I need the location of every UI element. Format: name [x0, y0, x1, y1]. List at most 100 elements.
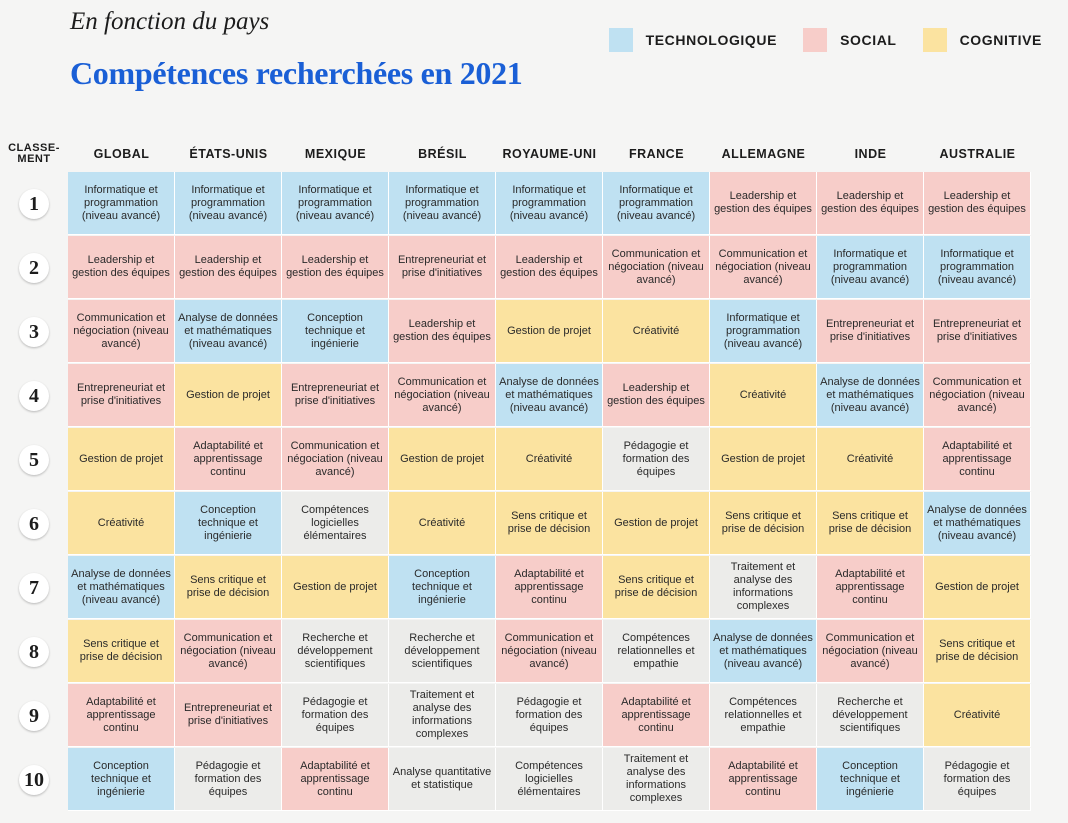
skill-cell: Sens critique et prise de décision	[817, 492, 924, 555]
skill-cell: Gestion de projet	[710, 428, 817, 491]
chart-title: Compétences recherchées en 2021	[70, 55, 523, 91]
rank-cell: 6	[0, 492, 68, 556]
rank-badge: 5	[19, 445, 49, 475]
skill-cell: Sens critique et prise de décision	[710, 492, 817, 555]
skill-cell: Leadership et gestion des équipes	[389, 300, 496, 363]
subtitle: En fonction du pays	[70, 8, 270, 35]
skill-cell: Adaptabilité et apprentissage continu	[924, 428, 1031, 491]
skill-cell: Gestion de projet	[389, 428, 496, 491]
skill-cell: Adaptabilité et apprentissage continu	[603, 684, 710, 747]
skill-cell: Traitement et analyse des informations c…	[389, 684, 496, 747]
skill-cell: Leadership et gestion des équipes	[175, 236, 282, 299]
skill-cell: Informatique et programmation (niveau av…	[710, 300, 817, 363]
skill-cell: Conception technique et ingénierie	[68, 748, 175, 811]
skill-cell: Créativité	[603, 300, 710, 363]
legend-label-social: SOCIAL	[840, 32, 897, 48]
skill-cell: Traitement et analyse des informations c…	[603, 748, 710, 811]
skill-cell: Conception technique et ingénierie	[175, 492, 282, 555]
skill-cell: Communication et négociation (niveau ava…	[389, 364, 496, 427]
skill-cell: Gestion de projet	[924, 556, 1031, 619]
skill-cell: Adaptabilité et apprentissage continu	[68, 684, 175, 747]
skill-cell: Gestion de projet	[496, 300, 603, 363]
skill-cell: Compétences relationnelles et empathie	[603, 620, 710, 683]
rank-cell: 4	[0, 364, 68, 428]
skill-cell: Informatique et programmation (niveau av…	[603, 172, 710, 235]
skill-cell: Pédagogie et formation des équipes	[496, 684, 603, 747]
column-header-inde: INDE	[854, 147, 887, 161]
rank-cell: 10	[0, 748, 68, 812]
skill-cell: Entrepreneuriat et prise d'initiatives	[817, 300, 924, 363]
rank-cell: 1	[0, 172, 68, 236]
rank-cell: 5	[0, 428, 68, 492]
skill-cell: Compétences logicielles élémentaires	[282, 492, 389, 555]
legend-swatch-technologique	[608, 28, 633, 52]
skill-cell: Sens critique et prise de décision	[175, 556, 282, 619]
skill-cell: Informatique et programmation (niveau av…	[68, 172, 175, 235]
legend-item-cognitive: COGNITIVE	[922, 28, 1042, 52]
skill-cell: Recherche et développement scientifiques	[817, 684, 924, 747]
skill-cell: Entrepreneuriat et prise d'initiatives	[924, 300, 1031, 363]
column-header-global: GLOBAL	[93, 147, 150, 161]
skill-cell: Informatique et programmation (niveau av…	[496, 172, 603, 235]
skill-cell: Gestion de projet	[175, 364, 282, 427]
skill-cell: Adaptabilité et apprentissage continu	[175, 428, 282, 491]
skill-cell: Communication et négociation (niveau ava…	[282, 428, 389, 491]
rank-badge: 4	[19, 381, 49, 411]
column-header-royaume-uni: ROYAUME-UNI	[502, 147, 597, 161]
skill-cell: Sens critique et prise de décision	[603, 556, 710, 619]
legend-label-technologique: TECHNOLOGIQUE	[645, 32, 778, 48]
skill-cell: Pédagogie et formation des équipes	[175, 748, 282, 811]
skill-cell: Informatique et programmation (niveau av…	[282, 172, 389, 235]
skill-cell: Créativité	[710, 364, 817, 427]
skill-cell: Leadership et gestion des équipes	[68, 236, 175, 299]
skill-cell: Conception technique et ingénierie	[817, 748, 924, 811]
legend: TECHNOLOGIQUE SOCIAL COGNITIVE	[583, 28, 1042, 52]
column-header-australie: AUSTRALIE	[939, 147, 1016, 161]
legend-swatch-social	[803, 28, 828, 52]
skill-cell: Leadership et gestion des équipes	[282, 236, 389, 299]
skill-cell: Informatique et programmation (niveau av…	[924, 236, 1031, 299]
legend-swatch-cognitive	[922, 28, 947, 52]
rank-cell: 8	[0, 620, 68, 684]
skill-cell: Sens critique et prise de décision	[68, 620, 175, 683]
skill-cell: Créativité	[389, 492, 496, 555]
legend-item-technologique: TECHNOLOGIQUE	[608, 28, 778, 52]
skill-cell: Gestion de projet	[282, 556, 389, 619]
skill-cell: Pédagogie et formation des équipes	[603, 428, 710, 491]
skill-cell: Analyse de données et mathématiques (niv…	[924, 492, 1031, 555]
skill-cell: Communication et négociation (niveau ava…	[924, 364, 1031, 427]
skill-cell: Traitement et analyse des informations c…	[710, 556, 817, 619]
skill-cell: Leadership et gestion des équipes	[603, 364, 710, 427]
skill-cell: Créativité	[924, 684, 1031, 747]
rank-badge: 1	[19, 189, 49, 219]
rank-badge: 8	[19, 637, 49, 667]
skill-cell: Pédagogie et formation des équipes	[282, 684, 389, 747]
rank-cell: 9	[0, 684, 68, 748]
skill-cell: Gestion de projet	[68, 428, 175, 491]
skill-cell: Communication et négociation (niveau ava…	[68, 300, 175, 363]
skill-cell: Gestion de projet	[603, 492, 710, 555]
skill-cell: Analyse de données et mathématiques (niv…	[710, 620, 817, 683]
rank-badge: 3	[19, 317, 49, 347]
skill-cell: Recherche et développement scientifiques	[282, 620, 389, 683]
rank-badge: 6	[19, 509, 49, 539]
skill-cell: Adaptabilité et apprentissage continu	[817, 556, 924, 619]
rank-badge: 2	[19, 253, 49, 283]
skill-cell: Informatique et programmation (niveau av…	[817, 236, 924, 299]
column-header-bresil: BRÉSIL	[418, 147, 467, 161]
rank-cell: 3	[0, 300, 68, 364]
skill-cell: Analyse de données et mathématiques (niv…	[496, 364, 603, 427]
skill-cell: Communication et négociation (niveau ava…	[496, 620, 603, 683]
skill-cell: Leadership et gestion des équipes	[496, 236, 603, 299]
skill-cell: Informatique et programmation (niveau av…	[175, 172, 282, 235]
skill-cell: Conception technique et ingénierie	[389, 556, 496, 619]
skill-cell: Entrepreneuriat et prise d'initiatives	[389, 236, 496, 299]
skill-cell: Pédagogie et formation des équipes	[924, 748, 1031, 811]
column-header-etats-unis: ÉTATS-UNIS	[189, 147, 268, 161]
skill-cell: Communication et négociation (niveau ava…	[603, 236, 710, 299]
skill-cell: Entrepreneuriat et prise d'initiatives	[282, 364, 389, 427]
column-header-mexique: MEXIQUE	[304, 147, 367, 161]
skill-cell: Créativité	[817, 428, 924, 491]
skill-cell: Leadership et gestion des équipes	[817, 172, 924, 235]
rank-badge: 9	[19, 701, 49, 731]
